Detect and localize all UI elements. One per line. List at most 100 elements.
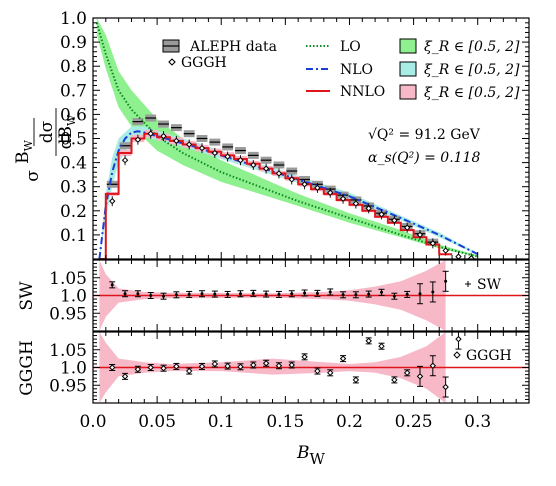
y-tick-label: 0.7 [60,81,87,101]
gggh-point [352,376,360,384]
gggh-point [250,361,257,369]
sw-legend-label: SW [477,277,502,293]
sw-point [405,292,409,296]
x-tick-label: 0.25 [395,412,433,432]
gggh-point [365,205,372,212]
gggh-point [134,136,142,143]
sw-point [123,292,127,296]
gggh-point [262,165,270,172]
legend-aleph-label: ALEPH data [189,39,277,55]
sw-point [149,294,153,297]
ylabel-db: dB [56,126,76,149]
legend-nlo-band-label: ξ_R ∈ [0.5, 2] [424,62,520,78]
gggh-point [250,161,257,169]
gggh-point [173,363,180,370]
sw-ratio-layer [93,260,529,331]
sw-point [110,283,114,287]
legend-gggh-label: GGGH [181,55,227,71]
sw-point [187,292,191,296]
legend-nnlo-label: NNLO [340,84,385,100]
gggh-point [185,367,193,375]
gggh-point [109,197,116,205]
sw-point [431,290,435,294]
gggh-point [339,355,347,362]
y-tick-label: 0.5 [60,130,87,150]
gggh-point [327,189,334,196]
gggh-point [147,364,154,371]
sw-point [162,294,166,298]
gggh-point [211,149,219,157]
legend-gggh-marker [168,58,176,66]
ratio-y-tick-label: 0.95 [49,376,87,396]
sw-point [200,292,204,296]
gggh-point [468,255,475,259]
sw-point [213,292,217,296]
legend-nlo-band [399,61,417,77]
legend: ALEPH data GGGH LO NLO NNLO ξ_R ∈ [0.5, … [162,38,520,101]
ylabel-b-sub: W [22,139,35,151]
sw-point [277,292,281,296]
ratio-y-tick-label: 1.0 [60,287,87,307]
gggh-point [416,231,424,239]
gggh-point [224,362,231,370]
ratio-y-tick-label: 1.05 [49,269,87,289]
gggh-point [185,141,193,148]
gggh-point [237,156,244,164]
x-tick-label: 0.3 [464,412,491,432]
gggh-point [352,200,360,207]
energy-annotation: √Q² = 91.2 GeV [368,127,481,143]
alphas-annotation: α_s(Q²) = 0.118 [368,150,480,166]
x-tick-label: 0.05 [138,412,176,432]
gggh-point [365,337,372,345]
sw-point [303,291,307,295]
sw-ylabel: SW [17,281,37,311]
sw-legend: SW [465,277,502,293]
gggh-point [121,373,129,380]
gggh-point [224,153,231,160]
gggh-point [237,363,244,370]
legend-lo-band [399,38,417,54]
xlabel-sub: W [310,450,326,468]
gggh-point [378,211,385,218]
gggh-point [429,362,437,369]
gggh-point [275,170,283,177]
gggh-point [301,353,308,361]
gggh-point [275,362,283,369]
gggh-point [134,366,142,373]
legend-nlo-label: NLO [340,62,373,78]
x-axis-label: BW [296,443,326,468]
y-tick-label: 0.1 [60,226,87,246]
gggh-point [391,217,398,224]
gggh-ylabel: GGGH [17,340,37,396]
gggh-point [442,383,449,391]
gggh-point [339,195,347,202]
main-ylabel: BW dσ σ dBW [13,108,78,182]
sw-point [264,292,268,296]
nnlo-histogram [99,132,453,259]
gggh-point [442,247,449,254]
gggh-point [109,364,116,371]
gggh-point [403,224,411,231]
legend-lo-label: LO [340,39,361,55]
legend-lo-band-label: ξ_R ∈ [0.5, 2] [424,39,520,55]
sw-point [238,292,242,296]
sw-point [418,292,422,296]
x-tick-label: 0.2 [336,412,363,432]
gggh-point [327,369,334,377]
sw-point [290,292,294,296]
gggh-point [288,176,295,183]
gggh-point [314,184,321,192]
sw-point [380,290,384,294]
x-tick-label: 0.1 [208,412,235,432]
gggh-point [262,360,270,367]
legend-nnlo-band [399,84,417,100]
gggh-point [147,130,154,137]
y-tick-label: 0.3 [60,178,87,198]
gggh-point [211,360,219,368]
tick-labels: 0.0 0.05 0.1 0.15 0.2 0.25 0.3 0.1 0.2 0.3 0.4 0.5 0… [49,9,491,432]
y-tick-label: 0.8 [60,57,87,77]
sw-point [367,292,371,296]
y-tick-label: 0.4 [60,154,87,174]
sw-point [392,294,396,298]
